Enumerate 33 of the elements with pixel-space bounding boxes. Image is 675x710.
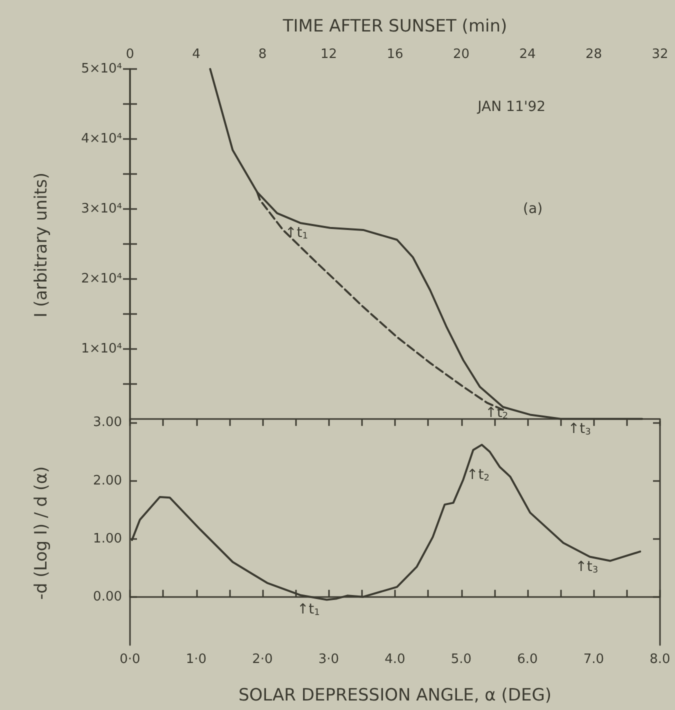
y-tick-label: 2.00 — [93, 473, 122, 488]
x2-axis-title: TIME AFTER SUNSET (min) — [282, 16, 508, 36]
y-tick-label: 0.00 — [93, 589, 122, 604]
x2-tick-label: 16 — [386, 47, 404, 62]
x2-tick-label: 4 — [192, 47, 200, 62]
x-tick-label: 7.0 — [583, 652, 604, 667]
x2-tick-label: 28 — [585, 47, 602, 62]
x2-tick-label: 0 — [126, 47, 134, 62]
x-tick-label: 3·0 — [318, 652, 340, 667]
y-tick-label: 1.00 — [93, 531, 122, 546]
y-tick-label: 3×10⁴ — [81, 201, 122, 216]
x2-tick-label: 24 — [519, 47, 536, 62]
y-tick-label: 5×10⁴ — [81, 62, 122, 76]
x-tick-label: 2·0 — [252, 652, 273, 667]
y-tick-label: 3.00 — [93, 415, 122, 430]
x-tick-label: 6.0 — [517, 652, 538, 667]
y-axis-title: -d (Log I) / d (α) — [32, 466, 52, 600]
y-tick-label: 4×10⁴ — [81, 131, 122, 146]
y-tick-label: 1×10⁴ — [81, 341, 122, 356]
x2-tick-label: 8 — [258, 47, 267, 62]
x2-tick-label: 32 — [652, 47, 668, 62]
x-tick-label: 4.0 — [384, 652, 406, 667]
annotation: JAN 11'92 — [476, 99, 546, 115]
x-tick-label: 8.0 — [650, 652, 670, 667]
x-tick-label: 5.0 — [450, 652, 472, 667]
y-tick-label: 2×10⁴ — [81, 271, 122, 286]
x2-tick-label: 20 — [452, 47, 470, 62]
annotation: (a) — [523, 201, 543, 217]
x-axis-title: SOLAR DEPRESSION ANGLE, α (DEG) — [238, 686, 552, 706]
x-tick-label: 1·0 — [186, 652, 207, 667]
x2-tick-label: 12 — [320, 47, 338, 62]
y-axis-title: I (arbitrary units) — [32, 172, 52, 318]
x-tick-label: 0·0 — [120, 652, 140, 667]
